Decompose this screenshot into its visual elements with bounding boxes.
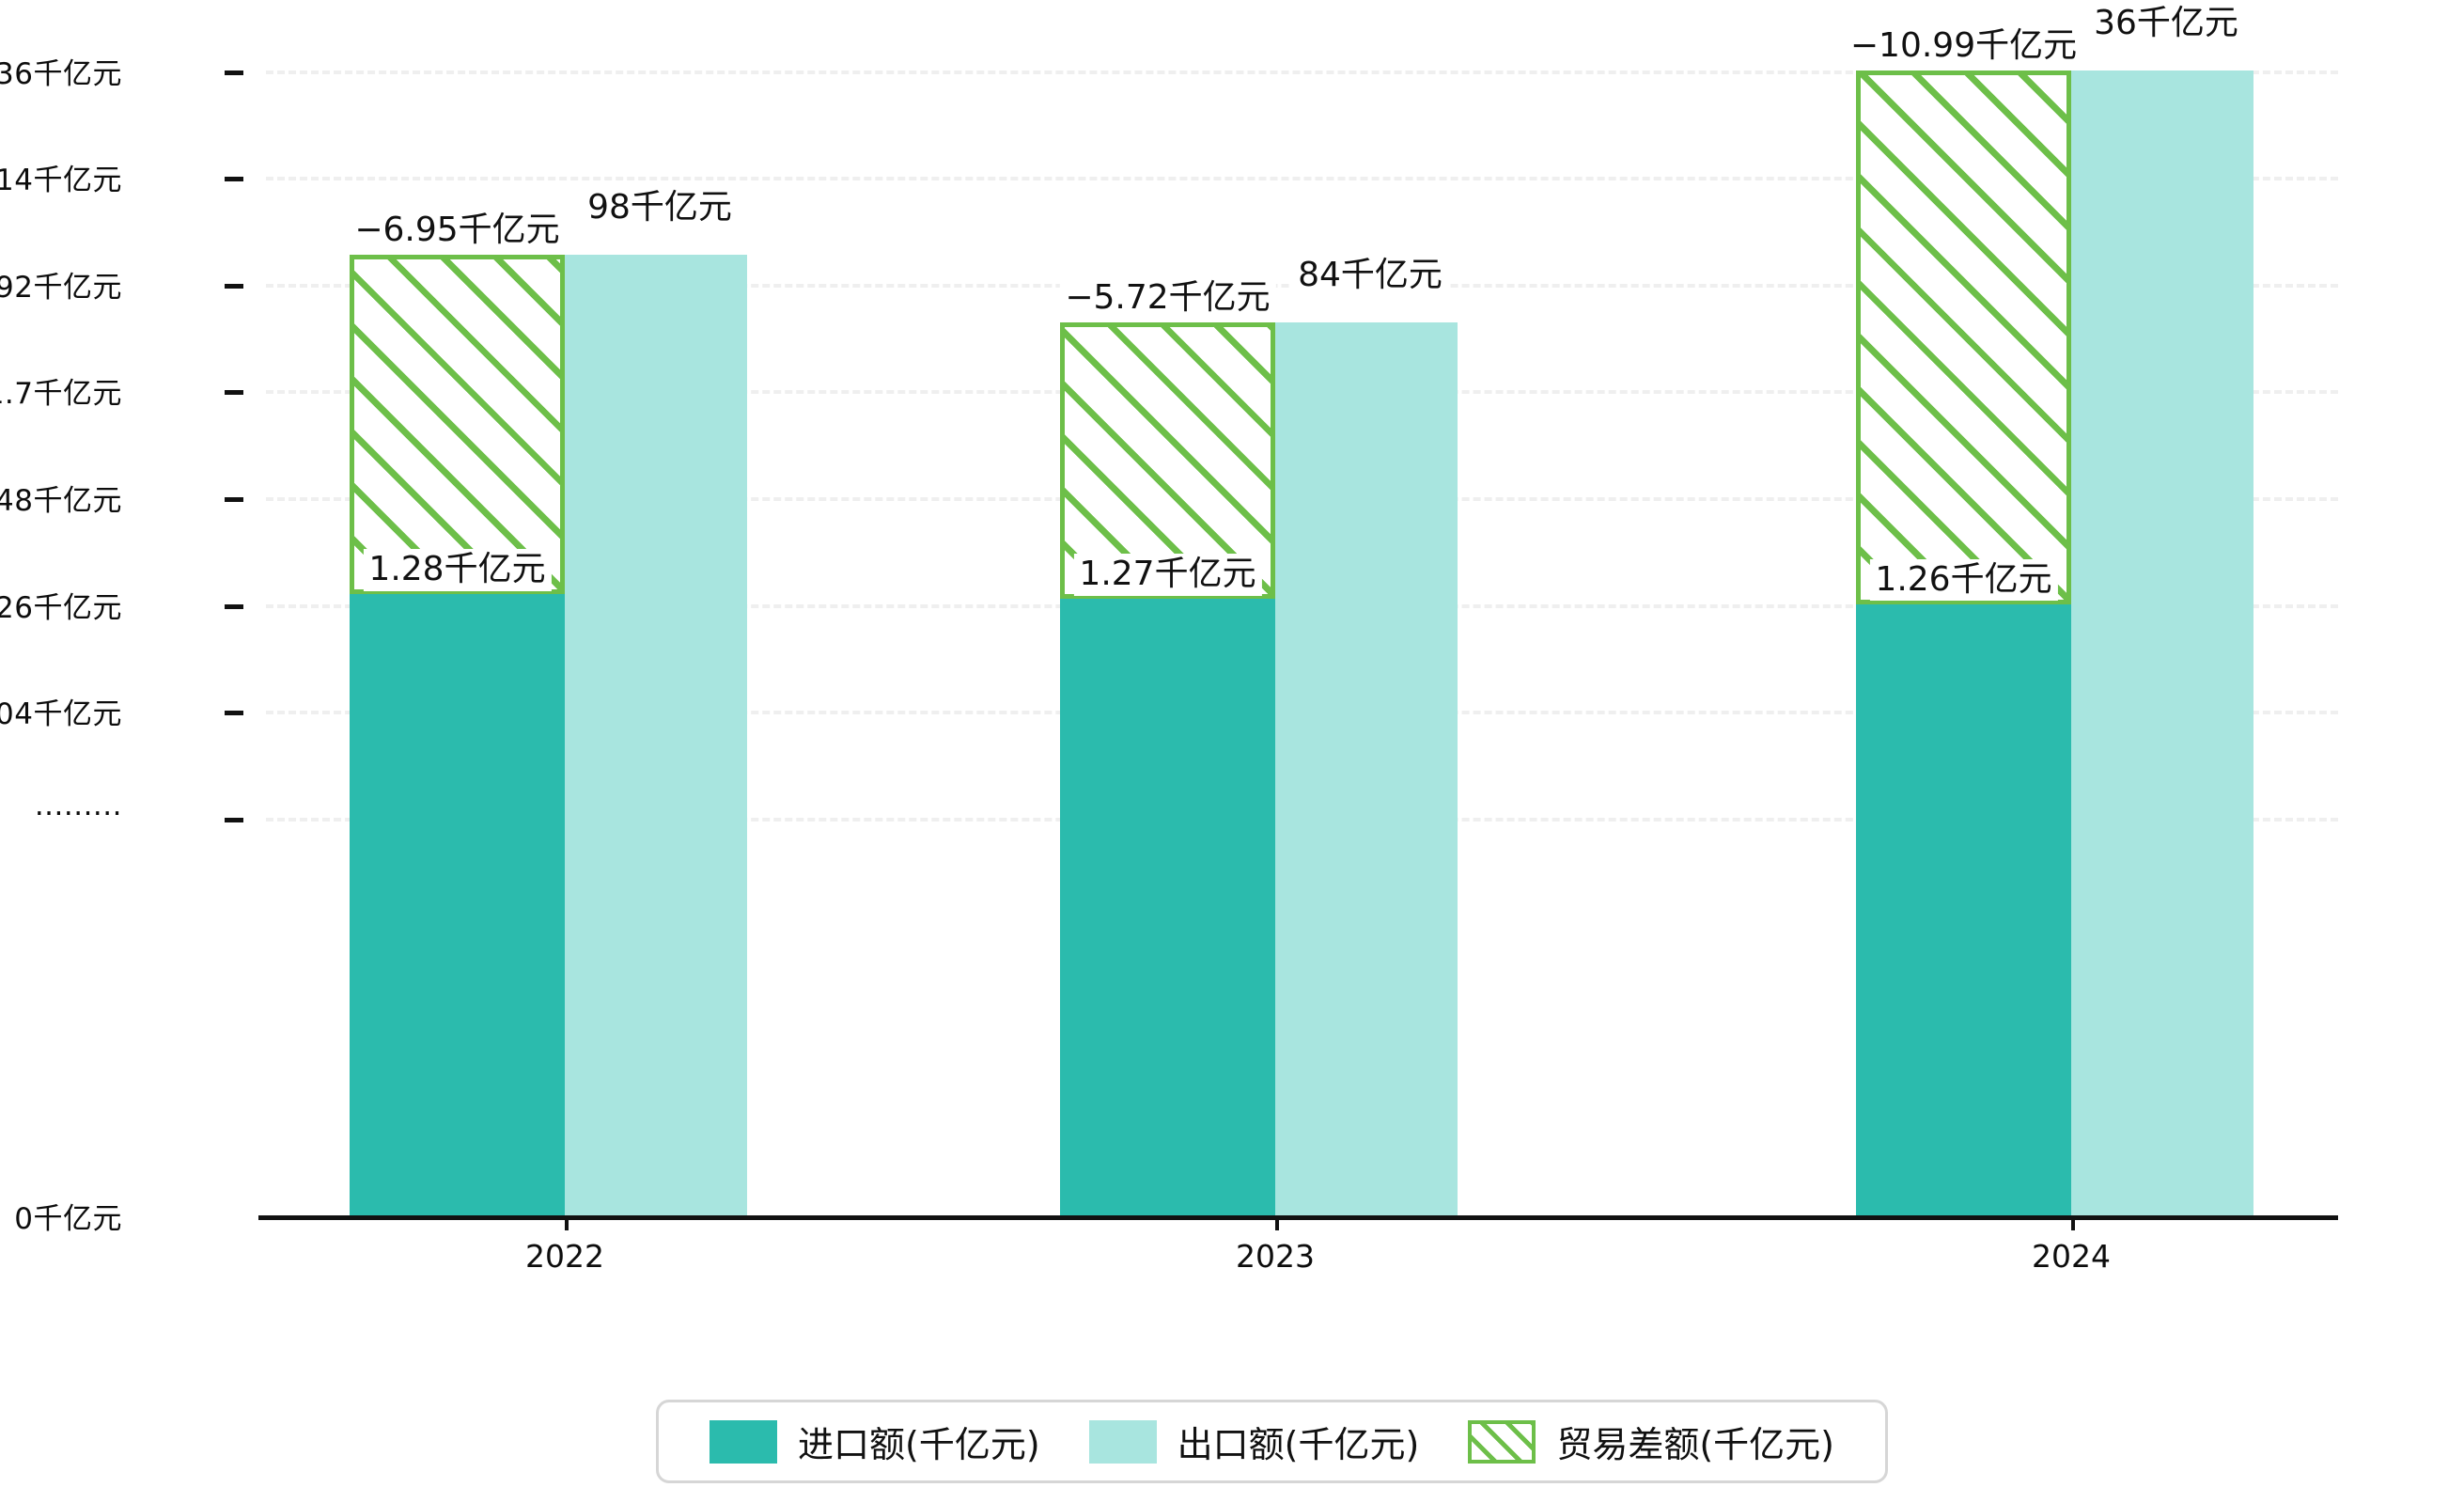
plot-area: 0千亿元 ········· 1.04千亿元 1.26千亿元 1.48千亿元 1.7千亿元… bbox=[0, 2, 2338, 1275]
bar-import-2023[interactable] bbox=[1060, 599, 1275, 1215]
y-axis-tick-label: 1.7千亿元 bbox=[0, 377, 122, 412]
x-axis-tick-label-2023: 2023 bbox=[1236, 1238, 1315, 1275]
y-tick-mark bbox=[225, 390, 243, 396]
legend-item-trade-balance[interactable]: 贸易差额(千亿元) bbox=[1443, 1416, 1859, 1467]
legend-swatch-trade-balance-icon bbox=[1468, 1419, 1536, 1464]
bar-import-2022[interactable] bbox=[350, 594, 565, 1215]
data-label-trade-balance-2022: −6.95千亿元 bbox=[349, 209, 566, 252]
gridline bbox=[266, 177, 2338, 181]
data-label-import-2024: 1.26千亿元 bbox=[1869, 558, 2058, 601]
y-axis-tick-label: 2.36千亿元 bbox=[0, 56, 122, 91]
legend-label-export: 出口额(千亿元) bbox=[1177, 1424, 1420, 1465]
x-axis-tick-label-2024: 2024 bbox=[2032, 1238, 2111, 1275]
bar-trade-balance-2022[interactable] bbox=[350, 254, 565, 595]
legend-label-trade-balance: 贸易差额(千亿元) bbox=[1556, 1424, 1834, 1465]
x-axis-tick-label-2022: 2022 bbox=[525, 1238, 604, 1275]
axis-baseline bbox=[258, 1215, 2338, 1220]
y-axis-tick-label: 1.04千亿元 bbox=[0, 697, 122, 732]
x-tick-mark bbox=[2071, 1215, 2075, 1230]
y-tick-mark bbox=[225, 70, 243, 75]
data-label-import-2023: 1.27千亿元 bbox=[1073, 554, 1262, 596]
data-label-import-2022: 1.28千亿元 bbox=[363, 549, 552, 591]
legend-swatch-import-icon bbox=[710, 1419, 777, 1464]
y-tick-mark bbox=[225, 283, 243, 289]
y-axis-tick-label: ········· bbox=[34, 796, 122, 831]
chart-legend[interactable]: 进口额(千亿元) 出口额(千亿元) 贸易差额(千亿元) bbox=[656, 1400, 1888, 1483]
bar-trade-balance-2024[interactable] bbox=[1856, 70, 2071, 604]
legend-item-import[interactable]: 进口额(千亿元) bbox=[685, 1416, 1065, 1467]
y-axis-tick-label: 2.14千亿元 bbox=[0, 164, 122, 198]
bar-export-2022[interactable] bbox=[565, 254, 747, 1215]
data-label-trade-balance-2024: −10.99千亿元 bbox=[1844, 24, 2083, 68]
legend-swatch-export-icon bbox=[1088, 1419, 1157, 1464]
y-axis-tick-label: 1.26千亿元 bbox=[0, 590, 122, 625]
y-tick-mark bbox=[225, 603, 243, 609]
bar-export-2024[interactable] bbox=[2071, 70, 2253, 1215]
legend-label-import: 进口额(千亿元) bbox=[798, 1424, 1040, 1465]
bar-export-2023[interactable] bbox=[1275, 322, 1458, 1215]
y-tick-mark bbox=[225, 817, 243, 822]
bar-trade-balance-2023[interactable] bbox=[1060, 322, 1275, 600]
y-axis-tick-label: 1.92千亿元 bbox=[0, 270, 122, 305]
y-tick-mark bbox=[225, 711, 243, 716]
data-label-export-2022: 98千亿元 bbox=[582, 186, 738, 229]
gridline bbox=[266, 70, 2338, 74]
data-label-trade-balance-2023: −5.72千亿元 bbox=[1059, 277, 1276, 320]
x-tick-mark bbox=[565, 1215, 569, 1230]
y-axis-tick-label: 1.48千亿元 bbox=[0, 484, 122, 519]
x-tick-mark bbox=[1275, 1215, 1279, 1230]
data-label-export-2024: 36千亿元 bbox=[2088, 2, 2244, 45]
y-tick-mark bbox=[225, 497, 243, 503]
bar-import-2024[interactable] bbox=[1856, 603, 2071, 1215]
y-axis-tick-label: 0千亿元 bbox=[14, 1202, 122, 1236]
y-tick-mark bbox=[225, 177, 243, 182]
data-label-export-2023: 84千亿元 bbox=[1292, 255, 1448, 297]
legend-item-export[interactable]: 出口额(千亿元) bbox=[1065, 1416, 1444, 1467]
